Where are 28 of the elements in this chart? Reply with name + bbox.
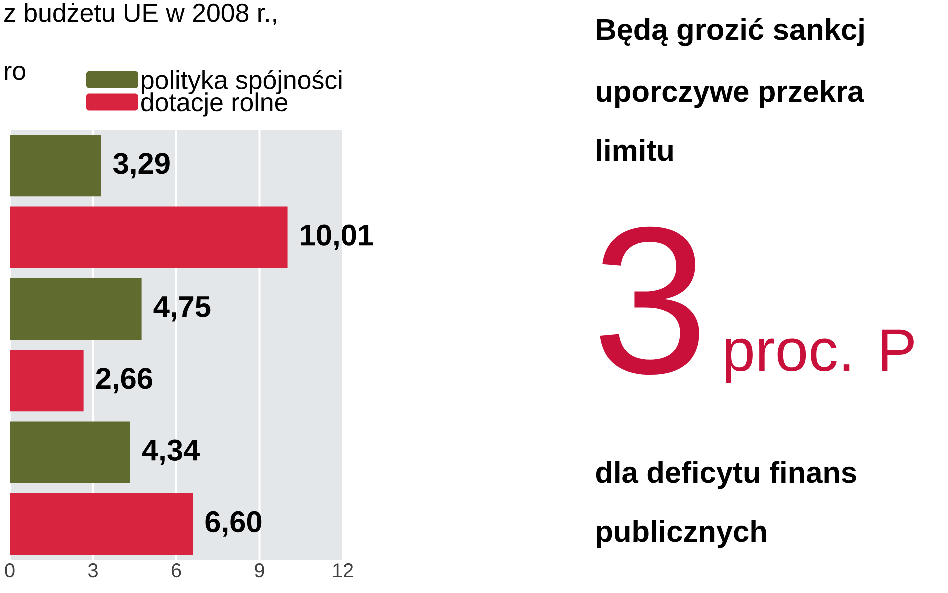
text: limitu: [597, 139, 673, 162]
bar: [10, 278, 142, 340]
data-label: 10,01: [301, 224, 374, 250]
bar: [10, 206, 288, 268]
data-label: 2,66: [96, 368, 152, 394]
x-tick-label: 12: [333, 564, 354, 578]
legend-label: polityka spójności: [142, 70, 342, 95]
bar: [10, 135, 102, 197]
x-tick-label: 9: [255, 564, 264, 578]
text: proc. P: [726, 330, 914, 384]
text: Będą grozić sankcj: [597, 18, 864, 46]
bar: [10, 493, 194, 555]
chart-title: z budżetu UE w 2008 r.,: [4, 3, 276, 26]
data-label: 4,34: [142, 440, 200, 466]
x-tick-label: 0: [5, 564, 15, 578]
legend-label: dotacje rolne: [142, 92, 288, 117]
text: publicznych: [597, 520, 766, 548]
data-label: 6,60: [206, 511, 262, 537]
data-label: 4,75: [154, 296, 211, 322]
bar: [10, 350, 84, 412]
x-tick-label: 6: [172, 564, 182, 578]
text: dla deficytu finans: [596, 461, 856, 490]
chart-subtitle: ro: [5, 66, 26, 80]
x-tick-label: 3: [88, 564, 98, 578]
bar: [10, 422, 130, 484]
data-label: 3,29: [114, 153, 170, 179]
text: 3: [600, 226, 700, 376]
text: uporczywe przekra: [597, 80, 864, 108]
